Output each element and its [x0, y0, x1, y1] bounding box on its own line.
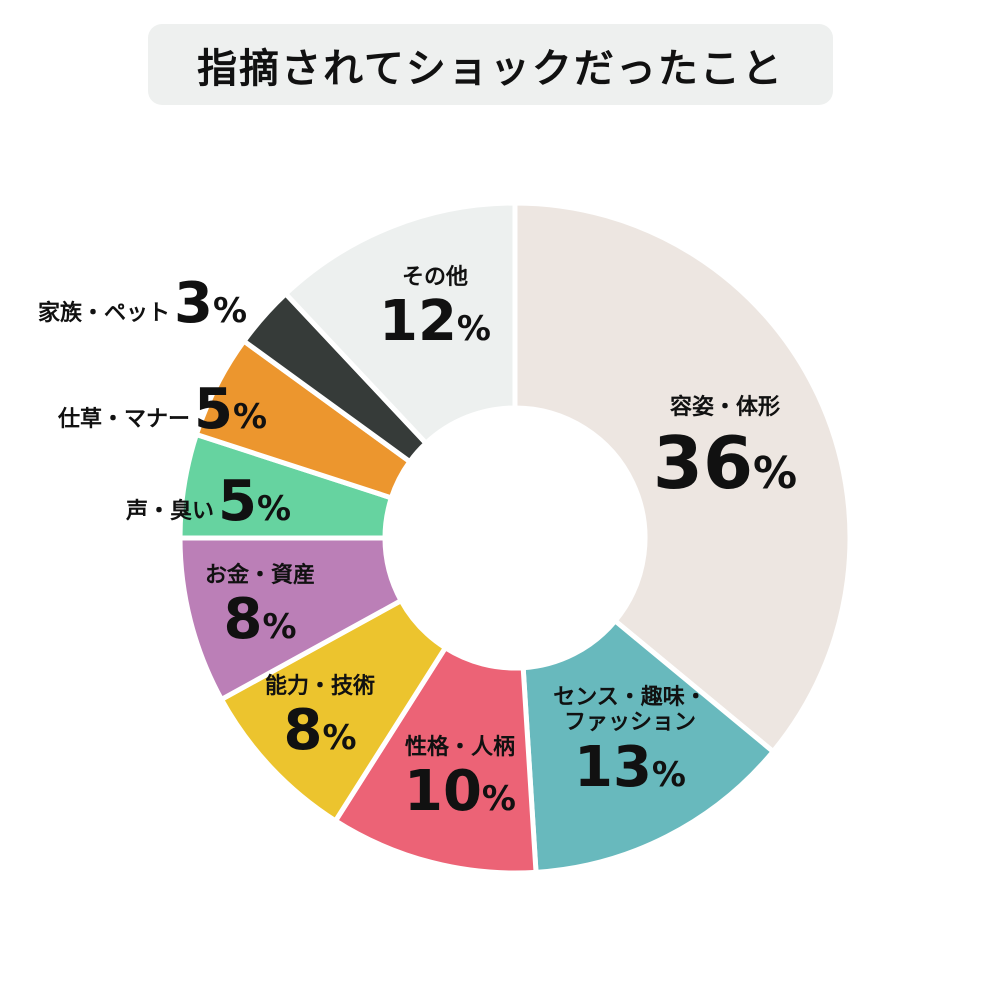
- donut-segment-other: [282, 200, 518, 447]
- label-sense-fashion: センス・趣味・ ファッション 13%: [553, 685, 707, 800]
- label-family-pet: 家族・ペット 3%: [38, 271, 248, 336]
- label-personality: 性格・人柄 10%: [403, 735, 516, 825]
- chart-title: 指摘されてショックだったこと: [197, 45, 784, 92]
- label-voice-smell: 声・臭い 5%: [126, 469, 292, 534]
- label-money: お金・資産 8%: [204, 563, 315, 653]
- donut-segment-money: [177, 535, 405, 703]
- label-appearance: 容姿・体形 36%: [652, 395, 798, 506]
- donut-segment-personality: [332, 644, 539, 876]
- chart-title-box: 指摘されてショックだったこと: [148, 24, 833, 105]
- label-manners: 仕草・マナー 5%: [58, 377, 268, 442]
- donut-segment-appearance: [512, 200, 853, 756]
- label-ability: 能力・技術 8%: [264, 674, 375, 764]
- donut-segment-sense-fashion: [520, 617, 777, 875]
- donut-segment-ability: [218, 597, 449, 825]
- label-other: その他 12%: [378, 265, 491, 355]
